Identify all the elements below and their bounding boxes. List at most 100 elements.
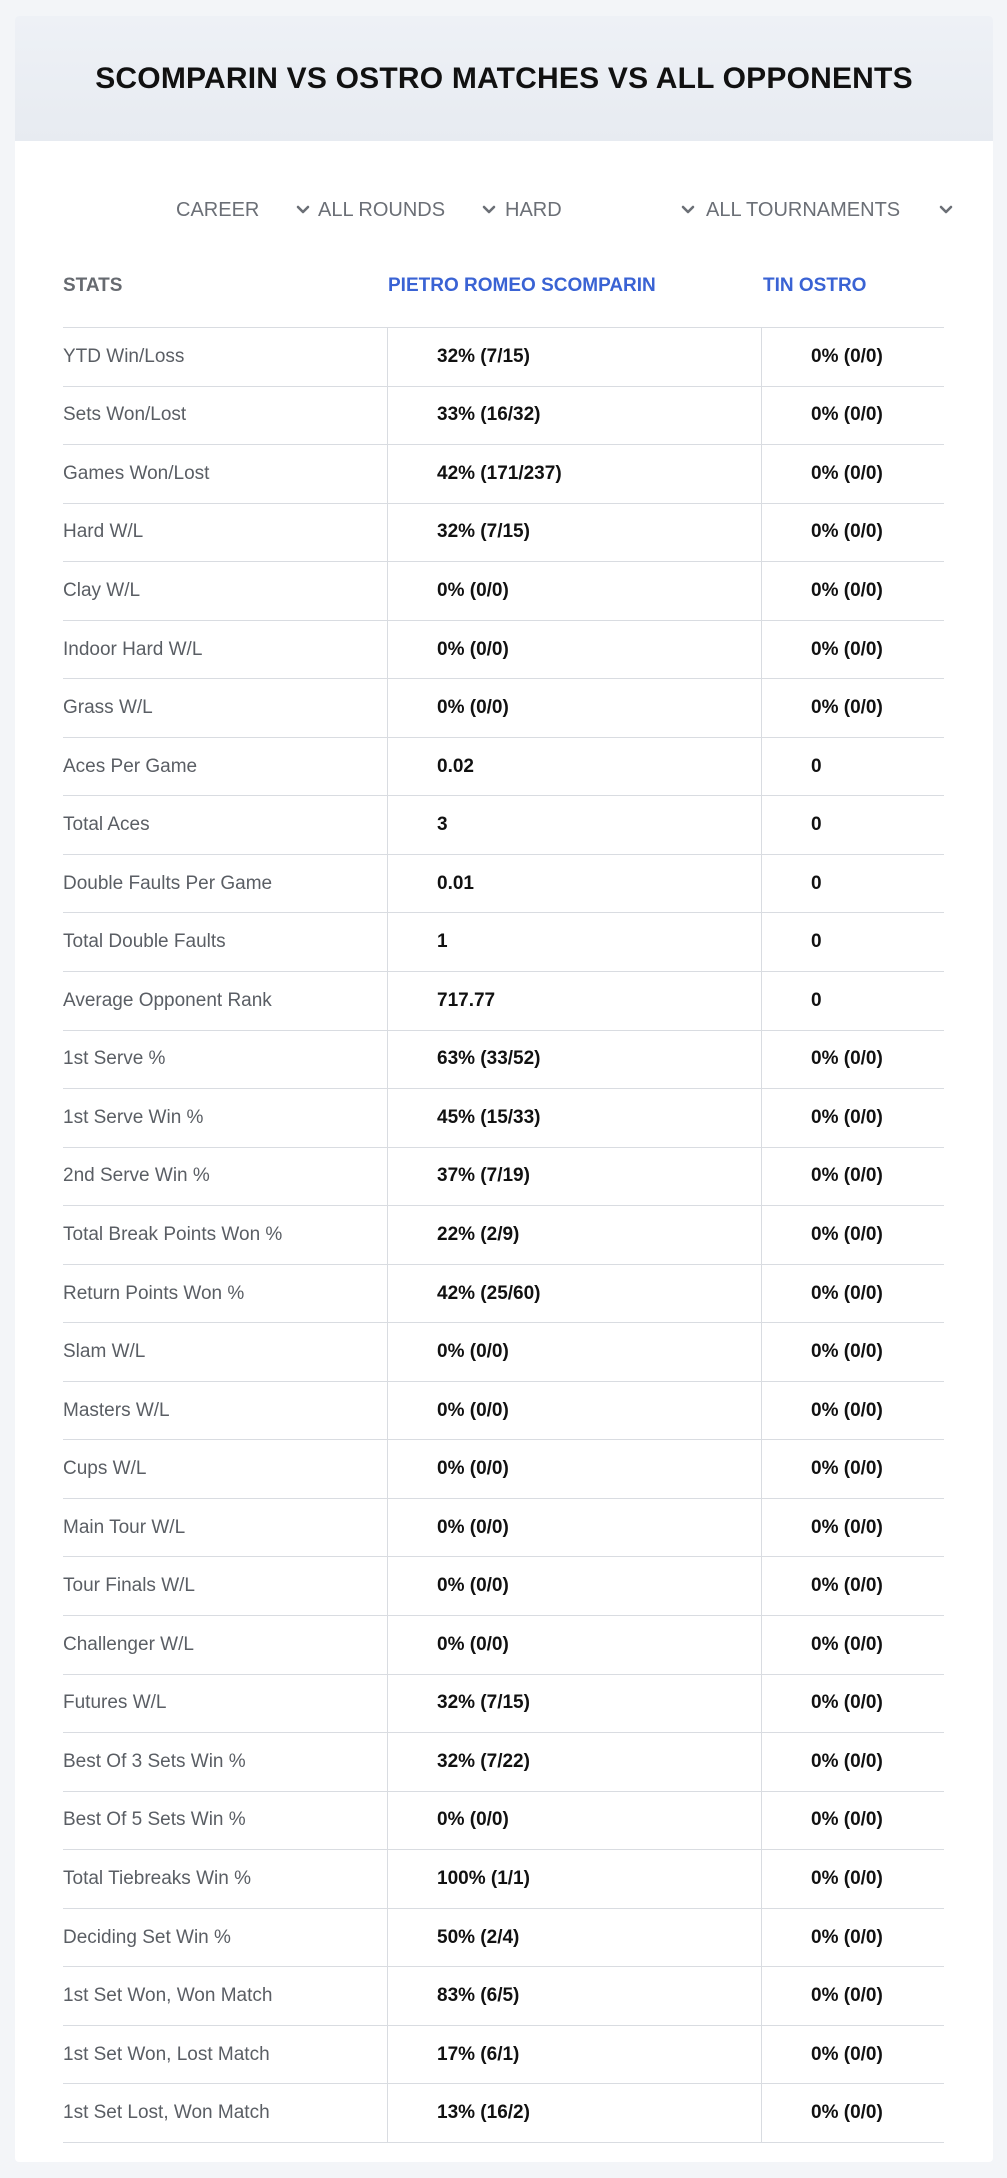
player2-value: 0% (0/0) bbox=[761, 1616, 944, 1674]
stat-label: 2nd Serve Win % bbox=[63, 1165, 210, 1187]
stat-label: Slam W/L bbox=[63, 1341, 146, 1363]
table-row: Challenger W/L 0% (0/0) 0% (0/0) bbox=[63, 1616, 944, 1675]
table-row: Double Faults Per Game 0.01 0 bbox=[63, 854, 944, 914]
table-row: 2nd Serve Win % 37% (7/19) 0% (0/0) bbox=[63, 1147, 944, 1207]
surface-select[interactable]: HARD bbox=[505, 188, 699, 232]
chevron-down-icon bbox=[292, 199, 314, 221]
table-row: Aces Per Game 0.02 0 bbox=[63, 737, 944, 797]
table-row: 1st Serve % 63% (33/52) 0% (0/0) bbox=[63, 1030, 944, 1090]
player2-value: 0% (0/0) bbox=[761, 1323, 944, 1381]
player2-value: 0 bbox=[761, 972, 944, 1030]
table-row: Total Aces 3 0 bbox=[63, 796, 944, 855]
table-row: Sets Won/Lost 33% (16/32) 0% (0/0) bbox=[63, 386, 944, 446]
stat-label: Grass W/L bbox=[63, 697, 153, 719]
player2-value: 0% (0/0) bbox=[761, 562, 944, 620]
stats-table-body: YTD Win/Loss 32% (7/15) 0% (0/0) Sets Won/… bbox=[63, 328, 944, 2143]
player2-value: 0% (0/0) bbox=[761, 1733, 944, 1791]
player2-value: 0% (0/0) bbox=[761, 1440, 944, 1498]
player1-value: 45% (15/33) bbox=[387, 1089, 761, 1147]
player1-value: 17% (6/1) bbox=[387, 2025, 761, 2084]
tournament-select[interactable]: ALL TOURNAMENTS bbox=[706, 188, 957, 232]
player2-value: 0% (0/0) bbox=[761, 1557, 944, 1616]
table-row: Total Tiebreaks Win % 100% (1/1) 0% (0/0) bbox=[63, 1850, 944, 1909]
table-row: Average Opponent Rank 717.77 0 bbox=[63, 972, 944, 1031]
player1-value: 42% (171/237) bbox=[387, 445, 761, 503]
chevron-down-icon bbox=[677, 199, 699, 221]
table-header: STATS PIETRO ROMEO SCOMPARIN TIN OSTRO bbox=[63, 253, 944, 328]
round-select[interactable]: ALL ROUNDS bbox=[318, 188, 500, 232]
table-row: Cups W/L 0% (0/0) 0% (0/0) bbox=[63, 1440, 944, 1499]
player1-value: 717.77 bbox=[387, 972, 761, 1030]
player2-value: 0% (0/0) bbox=[761, 2025, 944, 2084]
tournament-select-value: ALL TOURNAMENTS bbox=[706, 198, 901, 221]
player1-value: 0% (0/0) bbox=[387, 562, 761, 620]
player1-value: 42% (25/60) bbox=[387, 1264, 761, 1323]
table-row: Indoor Hard W/L 0% (0/0) 0% (0/0) bbox=[63, 620, 944, 680]
stat-label: Challenger W/L bbox=[63, 1633, 194, 1655]
player1-value: 32% (7/15) bbox=[387, 503, 761, 562]
stat-label: Best Of 3 Sets Win % bbox=[63, 1750, 246, 1772]
stat-label: Aces Per Game bbox=[63, 755, 198, 777]
column-header-stats: STATS bbox=[63, 275, 123, 296]
stat-label: Best Of 5 Sets Win % bbox=[63, 1809, 246, 1831]
player1-value: 0% (0/0) bbox=[387, 1440, 761, 1498]
table-row: 1st Set Won, Won Match 83% (6/5) 0% (0/0) bbox=[63, 1967, 944, 2026]
stat-label: Sets Won/Lost bbox=[63, 404, 187, 426]
period-select[interactable]: CAREER bbox=[176, 188, 314, 232]
player1-value: 0% (0/0) bbox=[387, 1616, 761, 1674]
surface-select-value: HARD bbox=[505, 198, 562, 221]
player1-value: 13% (16/2) bbox=[387, 2084, 761, 2142]
player1-value: 32% (7/22) bbox=[387, 1733, 761, 1791]
player2-value: 0% (0/0) bbox=[761, 1850, 944, 1908]
table-row: Grass W/L 0% (0/0) 0% (0/0) bbox=[63, 679, 944, 738]
player2-value: 0% (0/0) bbox=[761, 1264, 944, 1323]
player2-value: 0% (0/0) bbox=[761, 1791, 944, 1850]
table-row: Total Break Points Won % 22% (2/9) 0% (0/0… bbox=[63, 1206, 944, 1265]
player2-value: 0 bbox=[761, 913, 944, 972]
table-row: Main Tour W/L 0% (0/0) 0% (0/0) bbox=[63, 1498, 944, 1558]
player2-value: 0% (0/0) bbox=[761, 2084, 944, 2142]
table-row: YTD Win/Loss 32% (7/15) 0% (0/0) bbox=[63, 328, 944, 387]
player2-value: 0% (0/0) bbox=[761, 679, 944, 737]
player1-value: 0% (0/0) bbox=[387, 679, 761, 737]
player1-value: 83% (6/5) bbox=[387, 1967, 761, 2025]
table-row: Slam W/L 0% (0/0) 0% (0/0) bbox=[63, 1323, 944, 1382]
player1-value: 63% (33/52) bbox=[387, 1030, 761, 1089]
player2-value: 0% (0/0) bbox=[761, 1498, 944, 1557]
column-header-player1[interactable]: PIETRO ROMEO SCOMPARIN bbox=[388, 275, 656, 296]
player2-value: 0% (0/0) bbox=[761, 1089, 944, 1147]
page-title: SCOMPARIN VS OSTRO MATCHES VS ALL OPPONE… bbox=[95, 61, 913, 95]
player1-value: 0.01 bbox=[387, 854, 761, 913]
table-row: Clay W/L 0% (0/0) 0% (0/0) bbox=[63, 562, 944, 621]
round-select-value: ALL ROUNDS bbox=[318, 198, 446, 221]
player2-value: 0% (0/0) bbox=[761, 1908, 944, 1967]
player2-value: 0 bbox=[761, 854, 944, 913]
player2-value: 0% (0/0) bbox=[761, 1030, 944, 1089]
player2-value: 0% (0/0) bbox=[761, 1967, 944, 2025]
stat-label: Deciding Set Win % bbox=[63, 1926, 231, 1948]
table-row: Best Of 3 Sets Win % 32% (7/22) 0% (0/0) bbox=[63, 1733, 944, 1792]
chevron-down-icon bbox=[478, 199, 500, 221]
player2-value: 0 bbox=[761, 737, 944, 796]
stat-label: Total Tiebreaks Win % bbox=[63, 1867, 251, 1889]
player1-value: 0% (0/0) bbox=[387, 1323, 761, 1381]
table-row: 1st Set Lost, Won Match 13% (16/2) 0% (0/0… bbox=[63, 2084, 944, 2143]
stat-label: Total Double Faults bbox=[63, 931, 226, 953]
player1-value: 0% (0/0) bbox=[387, 620, 761, 679]
table-row: Tour Finals W/L 0% (0/0) 0% (0/0) bbox=[63, 1557, 944, 1617]
player1-value: 3 bbox=[387, 796, 761, 854]
player2-value: 0% (0/0) bbox=[761, 328, 944, 386]
chevron-down-icon bbox=[935, 199, 957, 221]
column-header-player2[interactable]: TIN OSTRO bbox=[763, 275, 867, 296]
stat-label: 1st Set Won, Lost Match bbox=[63, 2043, 270, 2065]
player2-value: 0% (0/0) bbox=[761, 1381, 944, 1440]
stat-label: Masters W/L bbox=[63, 1399, 170, 1421]
stat-label: Total Aces bbox=[63, 814, 150, 836]
table-row: Games Won/Lost 42% (171/237) 0% (0/0) bbox=[63, 445, 944, 504]
player1-value: 50% (2/4) bbox=[387, 1908, 761, 1967]
stat-label: Games Won/Lost bbox=[63, 462, 210, 484]
stat-label: Clay W/L bbox=[63, 579, 141, 601]
table-row: Hard W/L 32% (7/15) 0% (0/0) bbox=[63, 503, 944, 563]
player1-value: 33% (16/32) bbox=[387, 386, 761, 445]
stat-label: Total Break Points Won % bbox=[63, 1223, 283, 1245]
